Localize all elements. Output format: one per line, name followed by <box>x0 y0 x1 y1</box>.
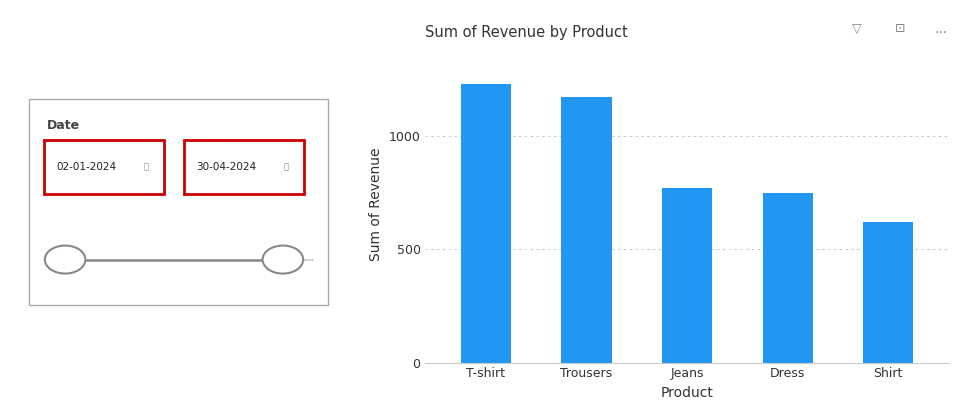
FancyBboxPatch shape <box>44 140 163 194</box>
Y-axis label: Sum of Revenue: Sum of Revenue <box>368 147 383 261</box>
Bar <box>460 84 510 363</box>
FancyBboxPatch shape <box>29 99 327 305</box>
Text: ...: ... <box>933 22 947 35</box>
Text: ▽: ▽ <box>851 22 861 35</box>
Text: 30-04-2024: 30-04-2024 <box>196 162 256 172</box>
X-axis label: Product: Product <box>659 386 713 400</box>
Text: 02-01-2024: 02-01-2024 <box>56 162 116 172</box>
Text: Date: Date <box>47 119 80 133</box>
Text: 📅: 📅 <box>283 162 288 171</box>
Circle shape <box>45 246 85 274</box>
Text: Sum of Revenue by Product: Sum of Revenue by Product <box>425 25 627 40</box>
Bar <box>561 98 611 363</box>
Bar <box>661 188 711 363</box>
Circle shape <box>263 246 303 274</box>
Bar <box>863 222 913 363</box>
FancyBboxPatch shape <box>185 140 304 194</box>
Text: ⊡: ⊡ <box>894 22 904 35</box>
Text: 📅: 📅 <box>143 162 149 171</box>
Bar <box>762 193 812 363</box>
